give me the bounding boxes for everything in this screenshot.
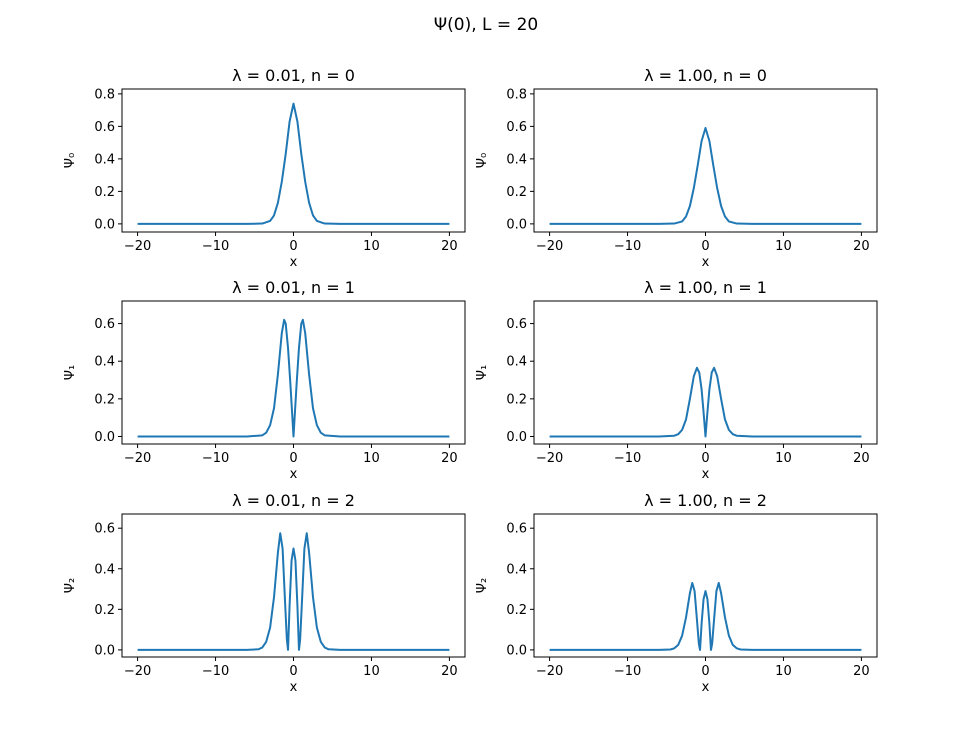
x-tick-label: −10 bbox=[614, 451, 641, 466]
x-tick-label: 20 bbox=[441, 239, 458, 254]
x-axis-label: x bbox=[290, 467, 298, 482]
y-tick-label: 0.4 bbox=[506, 152, 527, 167]
x-tick-label: 10 bbox=[363, 239, 380, 254]
y-tick-label: 0.4 bbox=[94, 355, 115, 370]
x-tick-label: −10 bbox=[614, 664, 641, 679]
y-tick-label: 0.2 bbox=[506, 392, 527, 407]
y-tick-label: 0.0 bbox=[94, 643, 115, 658]
y-axis-label: Ψ₂ bbox=[63, 578, 78, 593]
y-tick-label: 0.6 bbox=[506, 120, 527, 135]
y-tick-label: 0.2 bbox=[94, 603, 115, 618]
series-line bbox=[137, 318, 450, 438]
x-tick-label: −20 bbox=[124, 664, 151, 679]
y-tick-label: 0.2 bbox=[94, 392, 115, 407]
y-tick-label: 0.6 bbox=[94, 317, 115, 332]
subplot-panel: −20 −10 0 10 20 0.0 0.2 0.4 0.6 x Ψ₂ λ = 0.01, n = … bbox=[63, 491, 466, 695]
x-tick-label: 20 bbox=[853, 664, 870, 679]
x-tick-label: −10 bbox=[202, 239, 229, 254]
subplot-panel: −20 −10 0 10 20 0.0 0.2 0.4 0.6 0.8 x Ψ₀ λ = 0.01, n… bbox=[63, 66, 466, 270]
subplot-panel: −20 −10 0 10 20 0.0 0.2 0.4 0.6 0.8 x Ψ₀ λ = 1.00, n… bbox=[475, 66, 878, 270]
y-tick-label: 0.4 bbox=[506, 355, 527, 370]
x-axis-label: x bbox=[290, 680, 298, 695]
x-tick-label: 10 bbox=[363, 451, 380, 466]
subplot-title: λ = 1.00, n = 0 bbox=[644, 66, 767, 85]
x-tick-label: 0 bbox=[701, 239, 709, 254]
y-tick-label: 0.6 bbox=[506, 317, 527, 332]
y-tick-label: 0.2 bbox=[506, 185, 527, 200]
series-line bbox=[549, 366, 862, 438]
x-tick-label: 20 bbox=[853, 239, 870, 254]
x-tick-label: −20 bbox=[124, 239, 151, 254]
y-axis-label: Ψ₀ bbox=[475, 153, 490, 168]
y-axis-label: Ψ₂ bbox=[475, 578, 490, 593]
y-tick-label: 0.2 bbox=[94, 185, 115, 200]
x-tick-label: 20 bbox=[441, 664, 458, 679]
y-tick-label: 0.0 bbox=[506, 217, 527, 232]
x-axis-label: x bbox=[702, 467, 710, 482]
series-line bbox=[549, 127, 862, 225]
y-tick-label: 0.8 bbox=[506, 87, 527, 102]
subplot-title: λ = 0.01, n = 0 bbox=[232, 66, 355, 85]
y-tick-label: 0.0 bbox=[506, 430, 527, 445]
x-tick-label: −10 bbox=[202, 664, 229, 679]
y-axis-label: Ψ₁ bbox=[475, 365, 490, 380]
x-tick-label: 10 bbox=[775, 664, 792, 679]
y-tick-label: 0.6 bbox=[94, 120, 115, 135]
x-tick-label: −20 bbox=[536, 239, 563, 254]
series-line bbox=[137, 532, 450, 651]
figure-suptitle: Ψ(0), L = 20 bbox=[434, 15, 538, 35]
x-tick-label: 20 bbox=[441, 451, 458, 466]
series-line bbox=[137, 102, 450, 225]
subplot-panel: −20 −10 0 10 20 0.0 0.2 0.4 0.6 x Ψ₁ λ = 0.01, n = … bbox=[63, 278, 466, 482]
subplot-panel: −20 −10 0 10 20 0.0 0.2 0.4 0.6 x Ψ₁ λ = 1.00, n = … bbox=[475, 278, 878, 482]
x-axis-label: x bbox=[290, 255, 298, 270]
x-tick-label: −20 bbox=[536, 451, 563, 466]
x-tick-label: 10 bbox=[775, 239, 792, 254]
y-tick-label: 0.4 bbox=[506, 562, 527, 577]
x-tick-label: 0 bbox=[289, 451, 297, 466]
y-axis-label: Ψ₁ bbox=[63, 365, 78, 380]
y-axis-label: Ψ₀ bbox=[63, 153, 78, 168]
subplot-title: λ = 1.00, n = 2 bbox=[644, 491, 767, 510]
x-tick-label: 10 bbox=[775, 451, 792, 466]
y-tick-label: 0.4 bbox=[94, 562, 115, 577]
subplot-panel: −20 −10 0 10 20 0.0 0.2 0.4 0.6 x Ψ₂ λ = 1.00, n = … bbox=[475, 491, 878, 695]
y-tick-label: 0.2 bbox=[506, 603, 527, 618]
x-tick-label: 0 bbox=[701, 664, 709, 679]
series-line bbox=[549, 581, 862, 651]
x-tick-label: −10 bbox=[614, 239, 641, 254]
x-tick-label: −20 bbox=[536, 664, 563, 679]
y-tick-label: 0.6 bbox=[506, 522, 527, 537]
x-tick-label: −20 bbox=[124, 451, 151, 466]
y-tick-label: 0.8 bbox=[94, 87, 115, 102]
x-axis-label: x bbox=[702, 255, 710, 270]
y-tick-label: 0.6 bbox=[94, 522, 115, 537]
subplot-title: λ = 0.01, n = 2 bbox=[232, 491, 355, 510]
y-tick-label: 0.4 bbox=[94, 152, 115, 167]
subplot-title: λ = 1.00, n = 1 bbox=[644, 278, 767, 297]
subplot-title: λ = 0.01, n = 1 bbox=[232, 278, 355, 297]
subplot-grid: −20 −10 0 10 20 0.0 0.2 0.4 0.6 0.8 x Ψ₀ λ = 0.01, n… bbox=[63, 66, 878, 695]
x-tick-label: 10 bbox=[363, 664, 380, 679]
x-tick-label: −10 bbox=[202, 451, 229, 466]
x-tick-label: 20 bbox=[853, 451, 870, 466]
x-axis-label: x bbox=[702, 680, 710, 695]
x-tick-label: 0 bbox=[289, 239, 297, 254]
x-tick-label: 0 bbox=[701, 451, 709, 466]
x-tick-label: 0 bbox=[289, 664, 297, 679]
y-tick-label: 0.0 bbox=[506, 643, 527, 658]
y-tick-label: 0.0 bbox=[94, 217, 115, 232]
y-tick-label: 0.0 bbox=[94, 430, 115, 445]
